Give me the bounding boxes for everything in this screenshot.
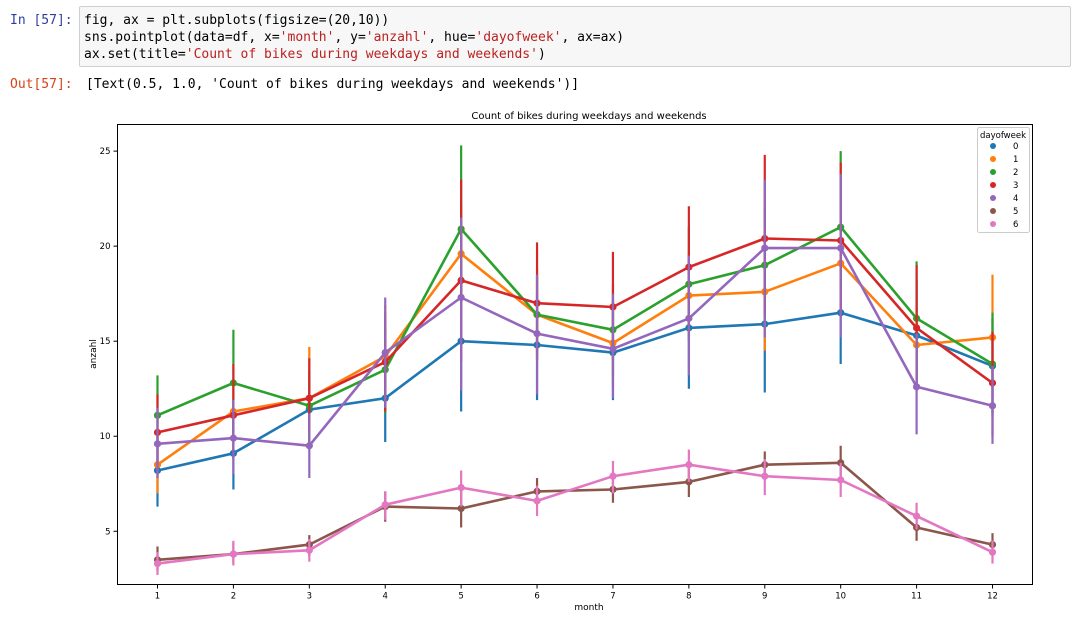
series-3	[153, 154, 997, 465]
legend-marker	[990, 156, 996, 162]
y-tick-label: 5	[105, 527, 110, 537]
data-point	[305, 394, 313, 402]
y-tick-label: 25	[100, 147, 111, 157]
output-prompt: Out[57]:	[10, 77, 73, 92]
x-tick-label: 7	[610, 592, 615, 602]
data-point	[912, 383, 921, 391]
data-point	[837, 244, 845, 252]
plot-area	[117, 124, 1033, 585]
series-6	[153, 449, 997, 575]
series-line	[156, 252, 993, 466]
legend-label: 0	[1013, 142, 1018, 152]
y-tick-label: 15	[100, 337, 111, 347]
data-point	[305, 442, 313, 450]
legend-marker	[990, 143, 996, 149]
data-point	[153, 440, 162, 448]
data-point	[533, 329, 541, 338]
chart-title: Count of bikes during weekdays and weeke…	[471, 111, 706, 122]
legend-label: 4	[1013, 194, 1018, 204]
data-point	[988, 402, 997, 410]
series-line	[157, 461, 993, 562]
code-string: 'dayofweek'	[475, 30, 562, 45]
series-line	[157, 463, 994, 565]
series-line	[157, 311, 993, 472]
x-tick-label: 12	[987, 592, 998, 602]
data-point	[305, 546, 313, 554]
data-point	[381, 348, 389, 357]
data-point	[533, 497, 541, 505]
data-point	[609, 345, 617, 353]
legend-marker	[990, 169, 996, 175]
x-tick-label: 8	[686, 592, 691, 602]
legend-label: 1	[1013, 155, 1018, 165]
data-point	[381, 501, 389, 509]
legend-label: 3	[1013, 181, 1018, 191]
legend: dayofweek 0 1 2 3 4 5 6	[977, 127, 1030, 233]
x-axis-label: month	[574, 603, 603, 613]
x-tick-label: 5	[458, 592, 463, 602]
data-point	[761, 244, 769, 252]
legend-box	[977, 127, 1030, 233]
legend-marker	[990, 221, 996, 227]
y-axis-label: anzahl	[89, 339, 99, 369]
series-line	[157, 246, 993, 448]
x-tick-label: 2	[231, 592, 236, 602]
data-point	[457, 483, 465, 492]
code-token: sns.pointplot(data=df, x=	[84, 30, 280, 45]
y-tick-label: 20	[100, 242, 111, 252]
code-string: 'anzahl'	[365, 30, 429, 45]
code-cell[interactable]: fig, ax = plt.subplots(figsize=(20,10)) …	[79, 6, 1071, 67]
legend-label: 5	[1013, 207, 1018, 217]
x-tick-label: 10	[835, 592, 846, 602]
code-string: 'month'	[279, 30, 335, 45]
data-point	[609, 472, 617, 480]
x-tick-label: 11	[911, 592, 922, 602]
legend-label: 2	[1013, 168, 1018, 178]
data-point	[457, 293, 465, 302]
code-line: fig, ax = plt.subplots(figsize=(20,10))	[84, 12, 1066, 29]
code-string: 'Count of bikes during weekdays and week…	[185, 47, 538, 62]
code-token: )	[537, 47, 546, 62]
data-point	[837, 476, 845, 484]
pointplot-chart: Count of bikes during weekdays and weeke…	[89, 111, 1033, 613]
y-tick-label: 10	[100, 432, 111, 442]
data-point	[912, 512, 921, 520]
data-point	[229, 434, 238, 442]
data-point	[685, 461, 693, 469]
x-tick-label: 6	[534, 592, 539, 602]
data-point	[153, 559, 162, 568]
legend-label: 6	[1013, 220, 1018, 230]
series-line	[157, 237, 994, 434]
data-point	[229, 550, 238, 558]
legend-marker	[990, 195, 996, 201]
x-tick-label: 1	[155, 592, 160, 602]
code-token: , ax=ax)	[561, 30, 625, 45]
data-point	[457, 504, 465, 513]
code-line: sns.pointplot(data=df, x='month', y='anz…	[84, 29, 1066, 46]
code-token: , hue=	[428, 30, 476, 45]
legend-title: dayofweek	[980, 131, 1026, 141]
input-prompt: In [57]:	[10, 13, 73, 28]
code-line: ax.set(title='Count of bikes during week…	[84, 46, 1066, 63]
data-point	[685, 314, 693, 322]
data-point	[912, 324, 921, 332]
code-token: fig, ax = plt.subplots(figsize=(20,10))	[84, 13, 390, 28]
legend-marker	[990, 208, 996, 214]
x-tick-label: 3	[307, 592, 312, 602]
series-4	[153, 173, 997, 479]
legend-marker	[990, 182, 996, 188]
output-text: [Text(0.5, 1.0, 'Count of bikes during w…	[86, 77, 580, 92]
x-tick-label: 4	[383, 592, 388, 602]
data-point	[761, 472, 769, 480]
code-token: ax.set(title=	[84, 47, 186, 62]
x-tick-label: 9	[762, 592, 767, 602]
code-token: , y=	[334, 30, 366, 45]
data-point	[988, 548, 997, 556]
